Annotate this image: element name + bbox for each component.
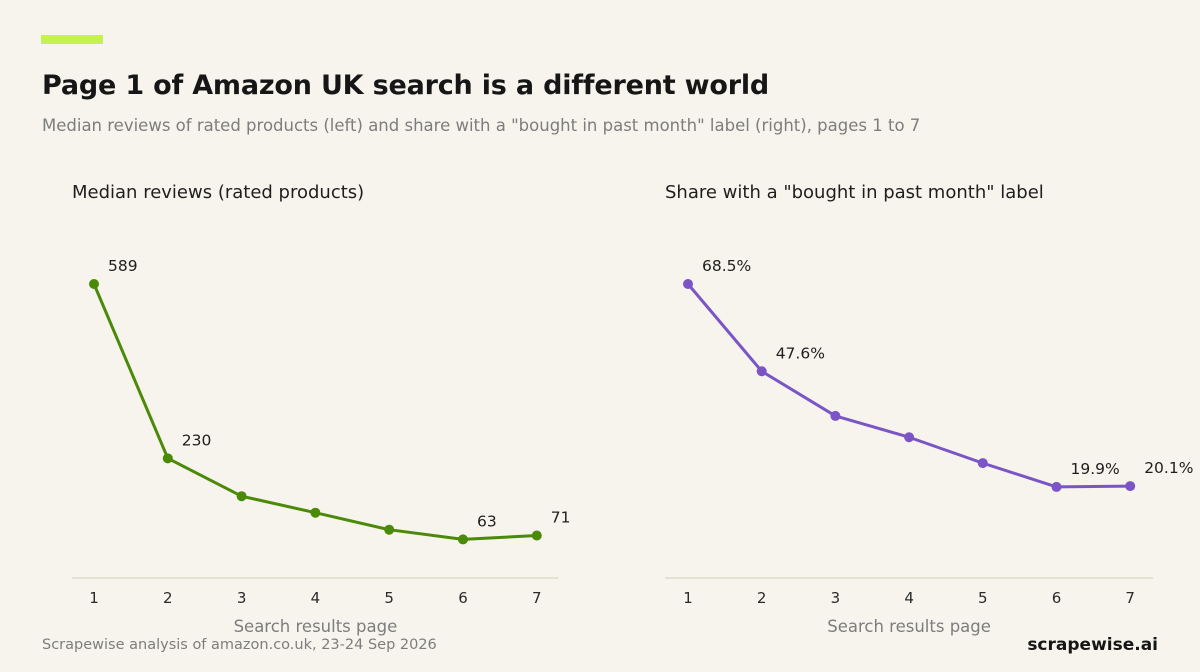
- data-point: [977, 458, 988, 469]
- data-label: 63: [477, 512, 497, 530]
- page-subtitle: Median reviews of rated products (left) …: [42, 116, 921, 135]
- x-tick-label: 7: [1125, 589, 1135, 607]
- left-chart-median-reviews: 1 2 3 4 5 6 7 Search results page 589 230 63 71: [72, 257, 571, 636]
- source-note: Scrapewise analysis of amazon.co.uk, 23-…: [42, 637, 437, 653]
- data-point: [458, 534, 468, 545]
- series-line: [686, 282, 1132, 489]
- x-tick-label: 2: [163, 589, 173, 607]
- data-label: 68.5%: [702, 257, 751, 275]
- data-label: 47.6%: [776, 344, 825, 362]
- data-label: 19.9%: [1071, 460, 1120, 478]
- x-tick-label: 7: [532, 589, 542, 607]
- data-point: [310, 507, 321, 518]
- data-point: [904, 432, 915, 443]
- x-tick-label: 5: [384, 589, 394, 607]
- data-point: [756, 366, 767, 377]
- data-point: [384, 524, 395, 535]
- brand-logo-text: scrapewise.ai: [1027, 635, 1158, 655]
- data-point: [1051, 481, 1062, 492]
- x-tick-label: 2: [757, 589, 767, 607]
- x-tick-label: 3: [831, 589, 841, 607]
- data-label: 71: [551, 509, 571, 527]
- data-point: [162, 453, 173, 464]
- data-point: [531, 530, 542, 541]
- data-label: 230: [182, 431, 212, 449]
- data-point: [830, 410, 841, 421]
- x-tick-label: 5: [978, 589, 988, 607]
- left-chart-title: Median reviews (rated products): [72, 182, 365, 203]
- x-tick-label: 4: [904, 589, 914, 607]
- data-point: [683, 279, 693, 289]
- series-line: [92, 282, 539, 541]
- x-axis-title: Search results page: [827, 617, 991, 636]
- data-point: [89, 279, 99, 289]
- right-chart-title: Share with a "bought in past month" labe…: [665, 182, 1044, 203]
- x-tick-label: 4: [311, 589, 321, 607]
- data-point: [1125, 481, 1136, 492]
- x-tick-label: 1: [683, 589, 693, 607]
- page-title: Page 1 of Amazon UK search is a differen…: [42, 70, 770, 101]
- data-label: 589: [108, 257, 138, 275]
- x-tick-label: 3: [237, 589, 247, 607]
- data-label: 20.1%: [1144, 459, 1193, 477]
- x-tick-label: 1: [89, 589, 99, 607]
- data-point: [236, 491, 247, 502]
- x-axis-title: Search results page: [234, 617, 398, 636]
- x-tick-label: 6: [1052, 589, 1062, 607]
- x-tick-label: 6: [458, 589, 468, 607]
- accent-bar: [41, 35, 103, 44]
- right-chart-bought-label-share: 1 2 3 4 5 6 7 Search results page 68.5% 47.6% 19.9…: [665, 257, 1193, 636]
